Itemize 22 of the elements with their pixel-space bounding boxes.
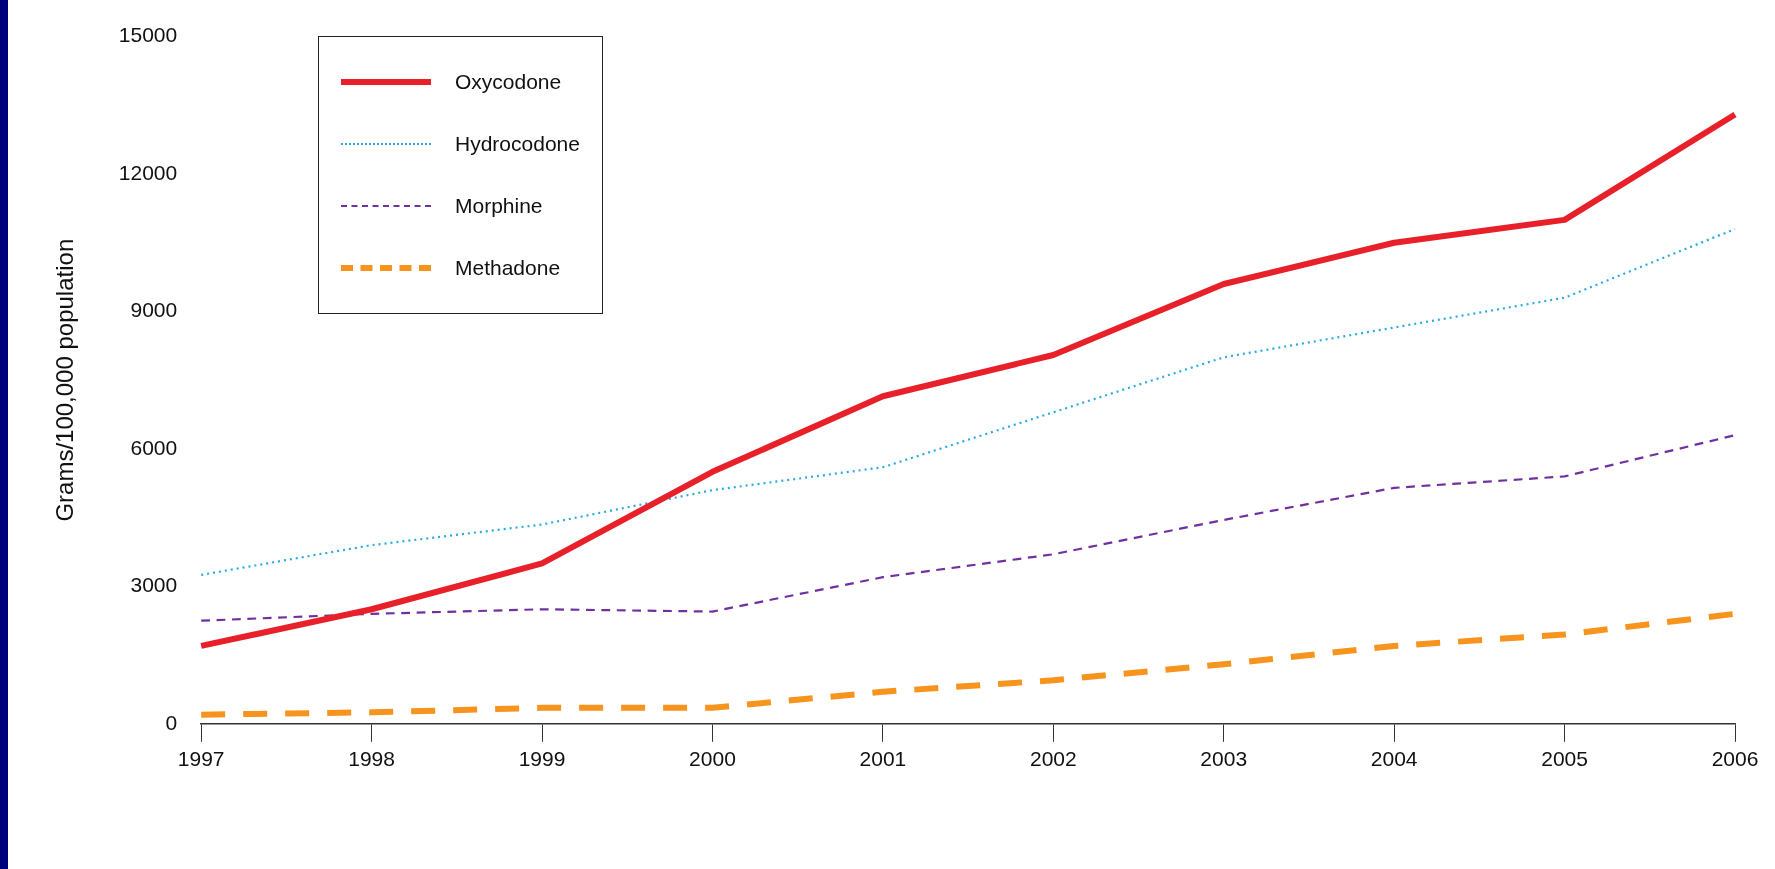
x-tick-label: 2006 [1711,747,1759,771]
x-tick-label: 1997 [177,747,225,771]
legend-label: Hydrocodone [455,132,580,156]
x-tick-label: 2000 [689,747,736,771]
y-axis-title: Grams/100,000 population [51,238,79,522]
x-tick-label: 2002 [1029,747,1077,771]
x-tick-label: 1999 [518,747,566,771]
x-tick-label: 2003 [1200,747,1248,771]
y-tick-label: 12000 [118,160,178,184]
y-tick-label: 9000 [130,298,178,322]
legend-label: Morphine [455,194,543,218]
x-tick-label: 2005 [1541,747,1588,771]
line-series [200,227,1737,577]
x-tick-label: 2004 [1370,747,1418,771]
x-tick-label: 2001 [859,747,907,771]
y-tick-label: 0 [165,710,178,734]
y-tick-label: 6000 [130,435,178,459]
y-tick-label: 3000 [130,573,178,597]
legend-label: Methadone [455,256,561,280]
y-tick-label: 15000 [118,23,178,47]
legend-label: Oxycodone [455,70,562,94]
x-tick-label: 1998 [348,747,395,771]
